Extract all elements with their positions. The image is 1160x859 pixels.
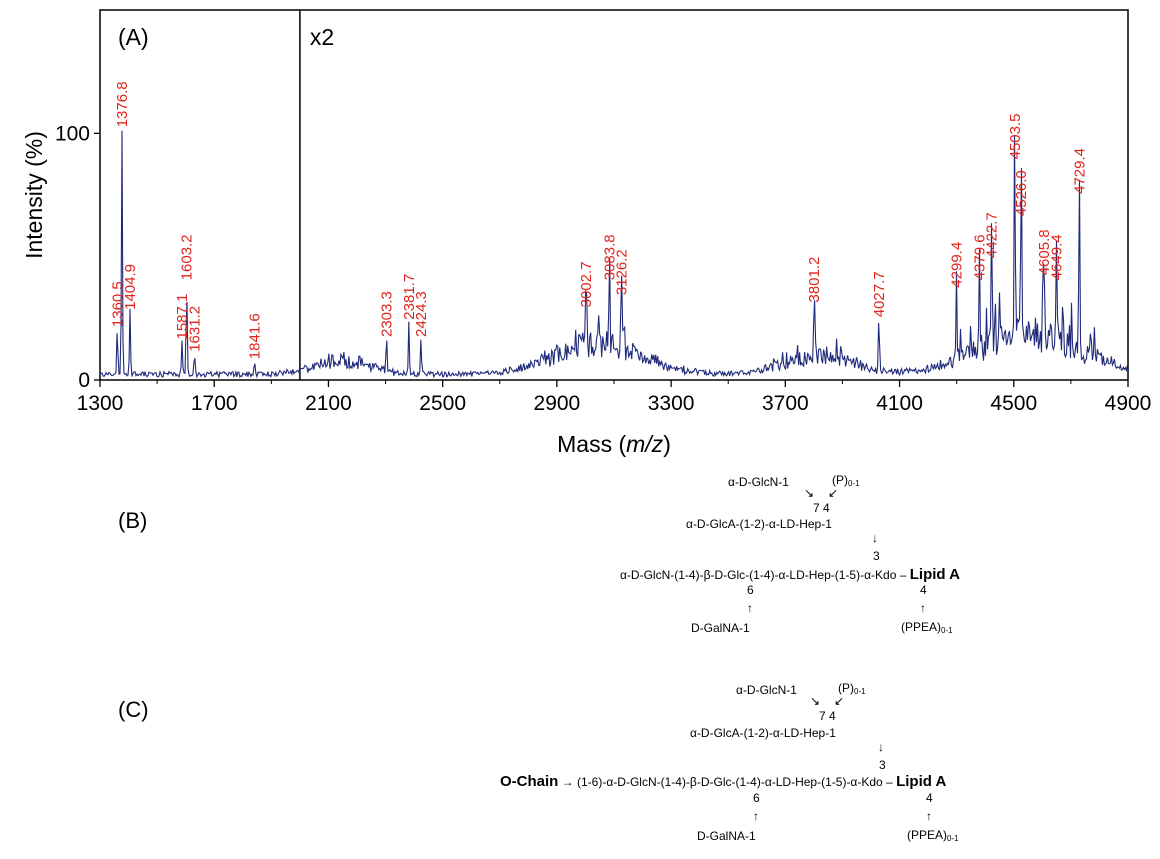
scheme-c-pos-7-4: 7 4 (819, 709, 836, 723)
scheme-c-arrow-right: ↙ (834, 694, 845, 708)
scheme-b-galna: D-GalNA-1 (691, 621, 750, 635)
peak-label: 4526.0 (1013, 170, 1030, 216)
peak-label: 3083.8 (601, 234, 618, 280)
panel-b-label: (B) (118, 508, 148, 533)
peak-label: 2424.3 (413, 291, 430, 337)
x-tick-label: 2100 (305, 392, 352, 415)
scheme-b-up-arrow-left: ↑ (747, 601, 753, 615)
y-tick-label: 0 (78, 369, 90, 392)
x-tick-label: 3700 (762, 392, 809, 415)
scheme-c-glca-line: α-D-GlcA-(1-2)-α-LD-Hep-1 (690, 726, 836, 740)
peak-label: 3126.2 (614, 249, 631, 295)
peak-label: 3002.7 (578, 262, 595, 308)
scheme-c-down-arrow: ↓ (878, 740, 884, 754)
scheme-b-up-arrow-right: ↑ (920, 601, 926, 615)
x-axis-title: Mass (m/z) (557, 431, 671, 457)
y-tick-label: 100 (55, 122, 90, 145)
x-tick-label: 4100 (876, 392, 923, 415)
scheme-b-pos-4: 4 (920, 583, 927, 597)
scheme-b-phosphate: (P)0-1 (832, 473, 860, 488)
peak-label: 4503.5 (1007, 114, 1024, 160)
x-tick-label: 4500 (990, 392, 1037, 415)
peak-label: 1587.1 (174, 294, 191, 340)
peak-label: 4422.7 (984, 212, 1001, 258)
peak-label: 3801.2 (806, 257, 823, 303)
x-tick-label: 1700 (191, 392, 238, 415)
scheme-b-pos-3: 3 (873, 549, 880, 563)
zoom-factor-label: x2 (310, 24, 334, 50)
scheme-c-arrow-left: ↘ (810, 694, 821, 708)
peak-label: 4027.7 (871, 271, 888, 317)
scheme-c-glcn-top: α-D-GlcN-1 (736, 683, 797, 697)
scheme-b-glca-line: α-D-GlcA-(1-2)-α-LD-Hep-1 (686, 517, 832, 531)
peak-labels-group: 1360.5 1376.8 1404.9 1587.1 1603.2 1631.2 1841… (109, 81, 1088, 359)
panel-c-label: (C) (118, 697, 149, 722)
panel-a-label: (A) (118, 24, 149, 50)
spectrum-series-line (99, 130, 1128, 379)
peak-label: 4649.4 (1048, 234, 1065, 280)
peak-label: 2303.3 (379, 291, 396, 337)
scheme-c-pos-6: 6 (753, 791, 760, 805)
peak-label: 4379.6 (971, 234, 988, 280)
peak-label: 1841.6 (247, 313, 264, 359)
scheme-c-main-chain: O-Chain → (1-6)-α-D-GlcN-(1-4)-β-D-Glc-(… (500, 773, 947, 790)
scheme-c-galna: D-GalNA-1 (697, 829, 756, 843)
x-tick-label: 3300 (648, 392, 695, 415)
scheme-b-pos-6: 6 (747, 583, 754, 597)
scheme-b-arrow-left: ↘ (804, 486, 815, 500)
peak-label: 2381.7 (401, 274, 418, 320)
y-axis-title: Intensity (%) (21, 131, 47, 259)
x-tick-label: 2500 (419, 392, 466, 415)
scheme-b-ppea: (PPEA)0-1 (901, 620, 953, 635)
peak-label: 1376.8 (114, 81, 131, 127)
scheme-b-glcn-top: α-D-GlcN-1 (728, 475, 789, 489)
x-tick-label: 4900 (1105, 392, 1152, 415)
scheme-c-phosphate: (P)0-1 (838, 681, 866, 696)
peak-label: 1360.5 (109, 281, 126, 327)
peak-label: 4729.4 (1071, 148, 1088, 194)
x-tick-label: 1300 (77, 392, 124, 415)
scheme-b-pos-7-4: 7 4 (813, 501, 830, 515)
scheme-c-up-arrow-left: ↑ (753, 809, 759, 823)
peak-label: 1603.2 (179, 234, 196, 280)
scheme-c-pos-3: 3 (879, 758, 886, 772)
scheme-c-up-arrow-right: ↑ (926, 809, 932, 823)
scheme-c-ppea: (PPEA)0-1 (907, 828, 959, 843)
peak-label: 4605.8 (1036, 229, 1053, 275)
x-axis-ticks: 1300 1700 2100 2500 2900 3300 3700 4100 4500 4900 (77, 380, 1152, 415)
y-axis-ticks: 0 100 (55, 122, 100, 392)
peak-label: 1404.9 (122, 264, 139, 310)
scheme-c-pos-4: 4 (926, 791, 933, 805)
mass-spectrum-chart: (A) x2 1360.5 1376.8 1404.9 1587.1 1603.2 163… (21, 9, 1152, 457)
peak-label: 4299.4 (949, 242, 966, 288)
x-tick-label: 2900 (534, 392, 581, 415)
scheme-b-down-arrow: ↓ (872, 531, 878, 545)
scheme-b-main-chain: α-D-GlcN-(1-4)-β-D-Glc-(1-4)-α-LD-Hep-(1… (620, 566, 961, 583)
peak-label: 1631.2 (187, 306, 204, 352)
scheme-b-arrow-right: ↙ (828, 486, 839, 500)
